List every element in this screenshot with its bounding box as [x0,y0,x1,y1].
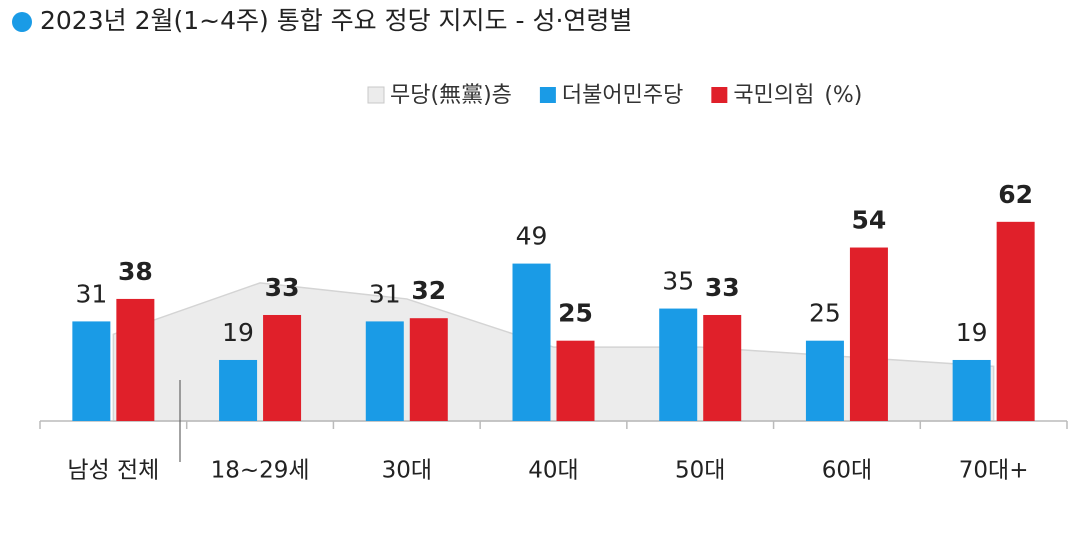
value-label: 19 [956,318,988,347]
bar [805,340,844,421]
value-label: 38 [118,257,153,286]
legend-swatch [367,86,385,104]
bar [409,318,448,421]
value-label: 19 [222,318,254,347]
legend-swatch [711,87,728,103]
x-tick-label: 18~29세 [211,458,310,484]
bar [952,359,991,421]
x-tick-label: 70대+ [959,458,1029,484]
x-tick-label: 60대 [822,458,872,484]
legend-label: 더불어민주당 [562,83,683,108]
bar [659,308,698,421]
value-label: 54 [852,206,887,235]
bar [703,314,742,421]
x-tick-label: 40대 [528,458,578,484]
legend-swatch [539,87,556,103]
value-label: 62 [998,180,1033,209]
bar [365,321,404,421]
value-label: 25 [558,299,593,328]
bar [116,298,155,421]
bar [996,221,1035,421]
value-label: 33 [265,273,300,302]
bar [512,263,551,421]
x-tick-label: 50대 [675,458,725,484]
unit-label: (%) [824,83,862,108]
title-bullet [12,12,32,32]
value-label: 25 [809,299,841,328]
area [112,282,995,422]
bar [556,340,595,421]
bar [263,314,302,421]
bar [72,321,111,421]
value-label: 35 [662,267,694,296]
bar [219,359,258,421]
x-tick-label: 남성 전체 [67,458,159,484]
bar [849,247,888,421]
legend-label: 무당(無黨)층 [390,83,512,108]
chart-title: 2023년 2월(1~4주) 통합 주요 정당 지지도 - 성·연령별 [40,6,632,35]
value-label: 31 [369,279,401,308]
plot-area: 남성 전체 31 38 18~29세 19 33 30대 31 32 40대 49 25 50대 35 33… [39,180,1068,484]
value-label: 49 [516,222,548,251]
legend: 무당(無黨)층 더불어민주당 국민의힘 (%) [367,83,862,108]
value-label: 33 [705,273,740,302]
x-tick-label: 30대 [382,458,432,484]
value-label: 31 [75,279,107,308]
value-label: 32 [411,276,446,305]
legend-label: 국민의힘 [733,83,814,108]
